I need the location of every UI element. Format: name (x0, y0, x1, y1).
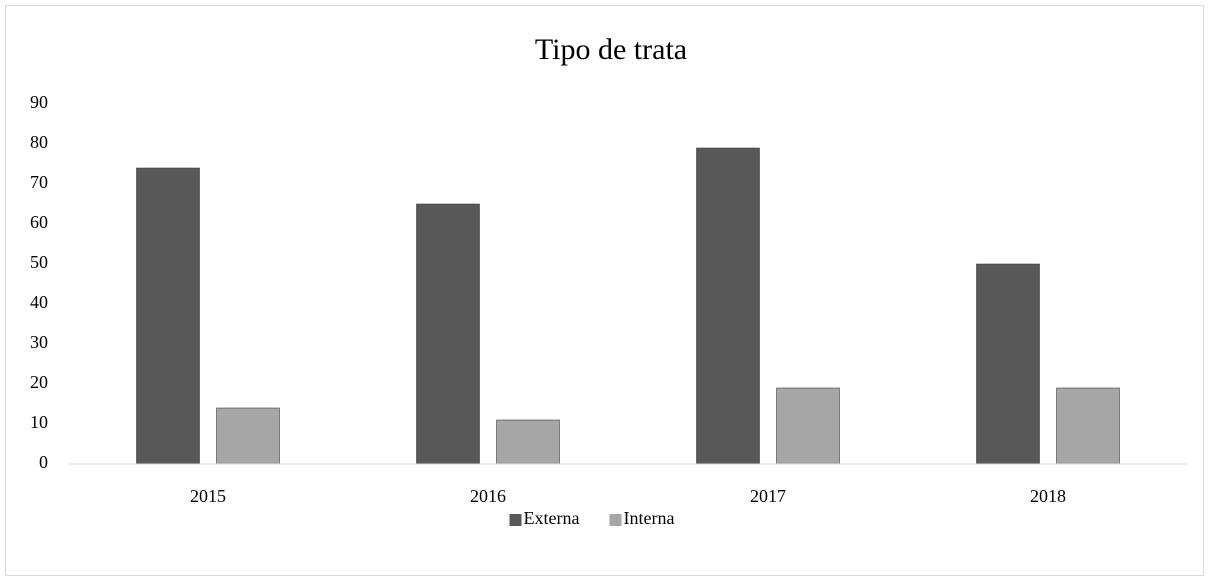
y-tick-label: 0 (39, 452, 48, 472)
y-tick-label: 70 (30, 172, 48, 192)
chart-title: Tipo de trata (535, 33, 687, 66)
bar (1056, 387, 1120, 465)
bar (776, 387, 840, 465)
bar (976, 263, 1040, 465)
bar (216, 407, 280, 465)
legend-swatch (609, 514, 622, 526)
y-tick-label: 10 (30, 412, 48, 432)
x-tick-label: 2018 (1030, 486, 1066, 506)
y-tick-label: 20 (30, 372, 48, 392)
y-tick-label: 80 (30, 132, 48, 152)
y-tick-label: 60 (30, 212, 48, 232)
y-tick-label: 30 (30, 332, 48, 352)
bar (136, 167, 200, 465)
legend-swatch (509, 514, 522, 526)
legend-label: Interna (624, 508, 675, 528)
bar (496, 419, 560, 465)
y-tick-label: 50 (30, 252, 48, 272)
y-tick-label: 40 (30, 292, 48, 312)
y-tick-label: 90 (30, 92, 48, 112)
bar (416, 203, 480, 465)
x-tick-label: 2015 (190, 486, 226, 506)
bar (696, 147, 760, 465)
legend-label: Externa (524, 508, 580, 528)
x-tick-label: 2016 (470, 486, 506, 506)
x-tick-label: 2017 (750, 486, 786, 506)
